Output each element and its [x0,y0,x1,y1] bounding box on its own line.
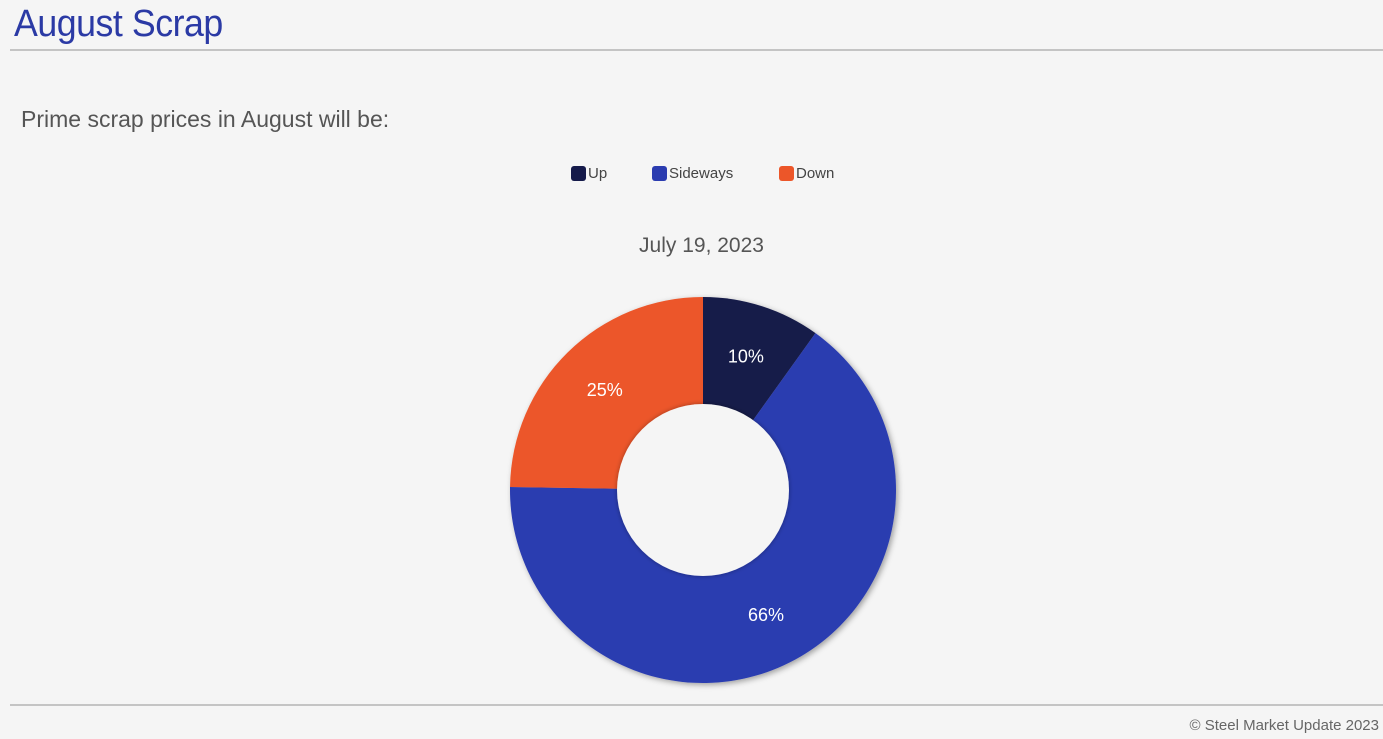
legend-item-down[interactable]: Down [779,162,834,184]
header-divider [10,49,1383,51]
legend-label-down: Down [796,164,835,182]
legend-label-up: Up [588,164,608,182]
footer-divider [10,704,1383,706]
slice-label-sideways: 66% [748,605,784,625]
page-title: August Scrap [14,3,223,45]
legend-item-up[interactable]: Up [571,162,607,184]
legend-swatch-down [779,165,794,181]
donut-hole [617,404,789,576]
copyright-text: © Steel Market Update 2023 [1189,717,1380,734]
legend-swatch-sideways [652,165,667,181]
legend-label-sideways: Sideways [669,164,734,182]
chart-title: July 19, 2023 [639,234,764,257]
chart-legend: Up Sideways Down [0,162,1383,184]
question-text: Prime scrap prices in August will be: [21,106,390,132]
legend-item-sideways[interactable]: Sideways [652,162,733,184]
slice-label-down: 25% [587,380,623,400]
slice-label-up: 10% [728,347,764,367]
legend-swatch-up [571,165,586,181]
